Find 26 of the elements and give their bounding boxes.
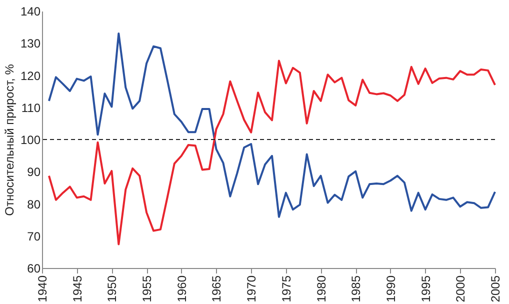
y-tick-label: 140 (20, 4, 41, 18)
y-axis-title: Относительный прирост, % (2, 64, 16, 216)
x-tick-label: 1975 (279, 275, 294, 302)
x-tick-label: 2005 (488, 275, 502, 302)
y-tick-label: 90 (27, 165, 41, 180)
x-tick-label: 2000 (454, 275, 468, 302)
y-tick-label: 120 (20, 68, 41, 83)
line-series (48, 60, 496, 246)
y-tick-label: 130 (20, 36, 41, 51)
y-tick-label: 100 (20, 133, 41, 147)
x-tick-label: 1945 (70, 275, 84, 302)
x-tick-label: 1955 (140, 275, 154, 302)
x-tick-label: 1970 (244, 275, 259, 302)
y-tick-label: 60 (27, 262, 41, 276)
x-tick-label: 1980 (314, 275, 328, 302)
x-tick-label: 1985 (349, 275, 364, 302)
x-tick-label: 1940 (36, 275, 50, 302)
x-tick-label: 1995 (418, 275, 433, 302)
y-tick-label: 110 (21, 100, 41, 115)
y-tick-label: 80 (27, 197, 41, 212)
x-tick-label: 1965 (210, 275, 224, 302)
x-tick-label: 1960 (174, 275, 189, 302)
y-tick-label: 70 (27, 229, 41, 244)
x-tick-label: 1990 (384, 275, 398, 302)
x-tick-label: 1950 (105, 275, 120, 302)
line-series (48, 32, 496, 218)
